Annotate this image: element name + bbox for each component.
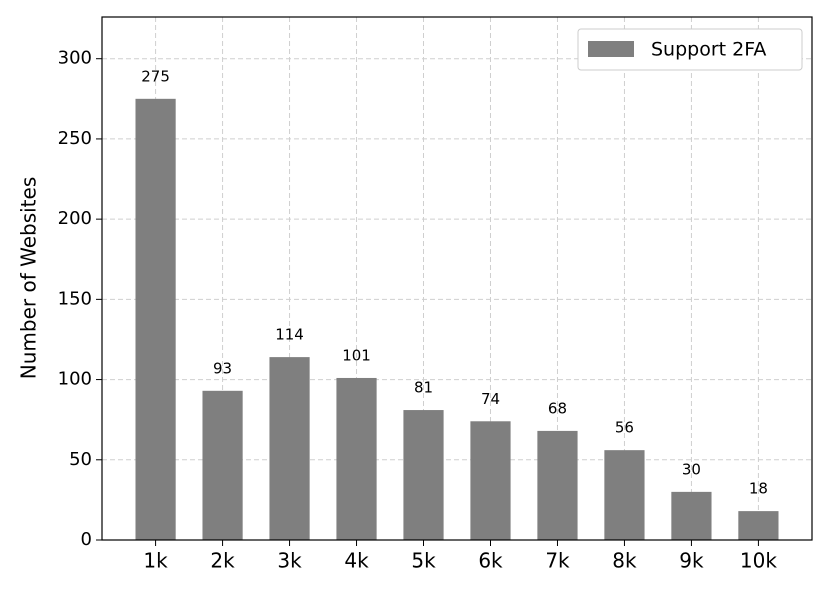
y-tick-label: 100 [58, 369, 92, 390]
value-label: 18 [749, 480, 768, 498]
value-label: 74 [481, 390, 500, 408]
value-label: 114 [275, 326, 304, 344]
x-tick-label: 2k [210, 549, 235, 573]
y-tick-label: 0 [81, 529, 92, 550]
plot-frame [101, 16, 813, 541]
bar [269, 357, 310, 540]
y-tick-label: 250 [58, 128, 92, 149]
x-tick-label: 3k [277, 549, 302, 573]
y-tick-label: 150 [58, 288, 92, 309]
bar [470, 421, 511, 540]
bar [537, 430, 578, 540]
y-axis-label: Number of Websites [17, 177, 41, 379]
x-tick-label: 9k [679, 549, 704, 573]
x-tick-label: 8k [612, 549, 637, 573]
bar [604, 450, 645, 540]
y-tick-label: 200 [58, 208, 92, 229]
value-label: 275 [141, 67, 170, 85]
value-label: 81 [414, 379, 433, 397]
bar [336, 377, 377, 540]
x-tick-label: 1k [143, 549, 168, 573]
bar [135, 98, 176, 540]
value-label: 101 [342, 346, 371, 364]
legend-box [577, 28, 803, 71]
y-tick-label: 300 [58, 48, 92, 69]
bar [738, 511, 779, 540]
legend-label: Support 2FA [651, 39, 766, 61]
value-label: 30 [682, 460, 701, 478]
bar [671, 491, 712, 540]
value-label: 93 [213, 359, 232, 377]
value-label: 68 [548, 399, 567, 417]
x-tick-label: 10k [740, 549, 777, 573]
x-tick-label: 7k [545, 549, 570, 573]
y-tick-label: 50 [69, 449, 92, 470]
value-label: 56 [615, 419, 634, 437]
bar [202, 390, 243, 540]
x-tick-label: 6k [478, 549, 503, 573]
legend-swatch [588, 41, 634, 57]
x-tick-label: 5k [411, 549, 436, 573]
x-tick-label: 4k [344, 549, 369, 573]
bar [403, 410, 444, 540]
